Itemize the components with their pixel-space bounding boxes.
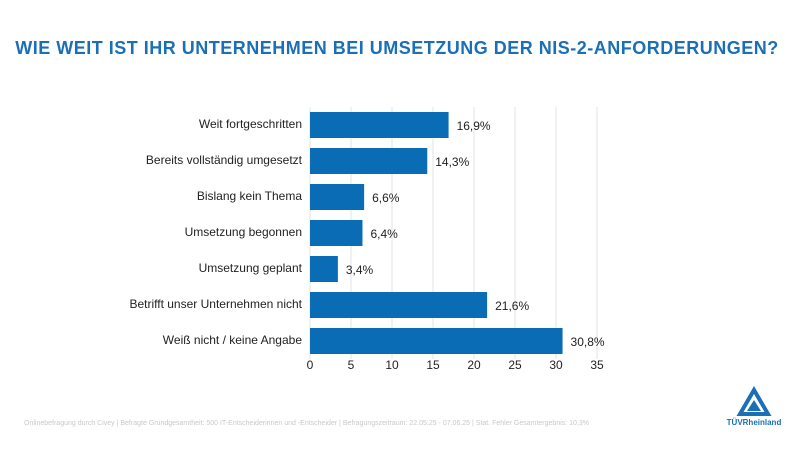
value-label: 16,9% bbox=[457, 119, 491, 133]
x-tick-label: 0 bbox=[307, 358, 314, 372]
x-tick-label: 15 bbox=[426, 358, 440, 372]
y-tick-label: Bereits vollständig umgesetzt bbox=[146, 153, 303, 167]
value-label: 6,4% bbox=[370, 227, 398, 241]
x-tick-label: 30 bbox=[549, 358, 563, 372]
chart-title: WIE WEIT IST IHR UNTERNEHMEN BEI UMSETZU… bbox=[15, 38, 779, 58]
bar bbox=[310, 112, 449, 138]
y-tick-label: Betrifft unser Unternehmen nicht bbox=[129, 297, 302, 311]
x-tick-label: 5 bbox=[348, 358, 355, 372]
x-tick-label: 25 bbox=[508, 358, 522, 372]
bar bbox=[310, 184, 365, 210]
value-label: 30,8% bbox=[571, 335, 605, 349]
logo-inner bbox=[747, 400, 761, 411]
bar bbox=[310, 220, 363, 246]
logo-text: TÜVRheinland bbox=[727, 418, 782, 427]
y-tick-label: Weit fortgeschritten bbox=[199, 117, 302, 131]
y-tick-label: Weiß nicht / keine Angabe bbox=[163, 333, 303, 347]
bar bbox=[310, 328, 563, 354]
logo: TÜVRheinland bbox=[727, 386, 782, 427]
x-tick-label: 35 bbox=[590, 358, 604, 372]
y-tick-label: Umsetzung geplant bbox=[199, 261, 303, 275]
value-label: 6,6% bbox=[372, 191, 400, 205]
y-tick-label: Umsetzung begonnen bbox=[185, 225, 302, 239]
x-tick-label: 10 bbox=[385, 358, 399, 372]
bar bbox=[310, 256, 338, 282]
footer-note: Onlinebefragung durch Civey | Befragte G… bbox=[24, 420, 589, 427]
value-label: 21,6% bbox=[495, 299, 529, 313]
y-tick-label: Bislang kein Thema bbox=[197, 189, 302, 203]
bar bbox=[310, 148, 428, 174]
value-label: 3,4% bbox=[346, 263, 374, 277]
logo-triangle bbox=[736, 386, 772, 416]
x-tick-label: 20 bbox=[467, 358, 481, 372]
value-label: 14,3% bbox=[435, 155, 469, 169]
bar bbox=[310, 292, 488, 318]
